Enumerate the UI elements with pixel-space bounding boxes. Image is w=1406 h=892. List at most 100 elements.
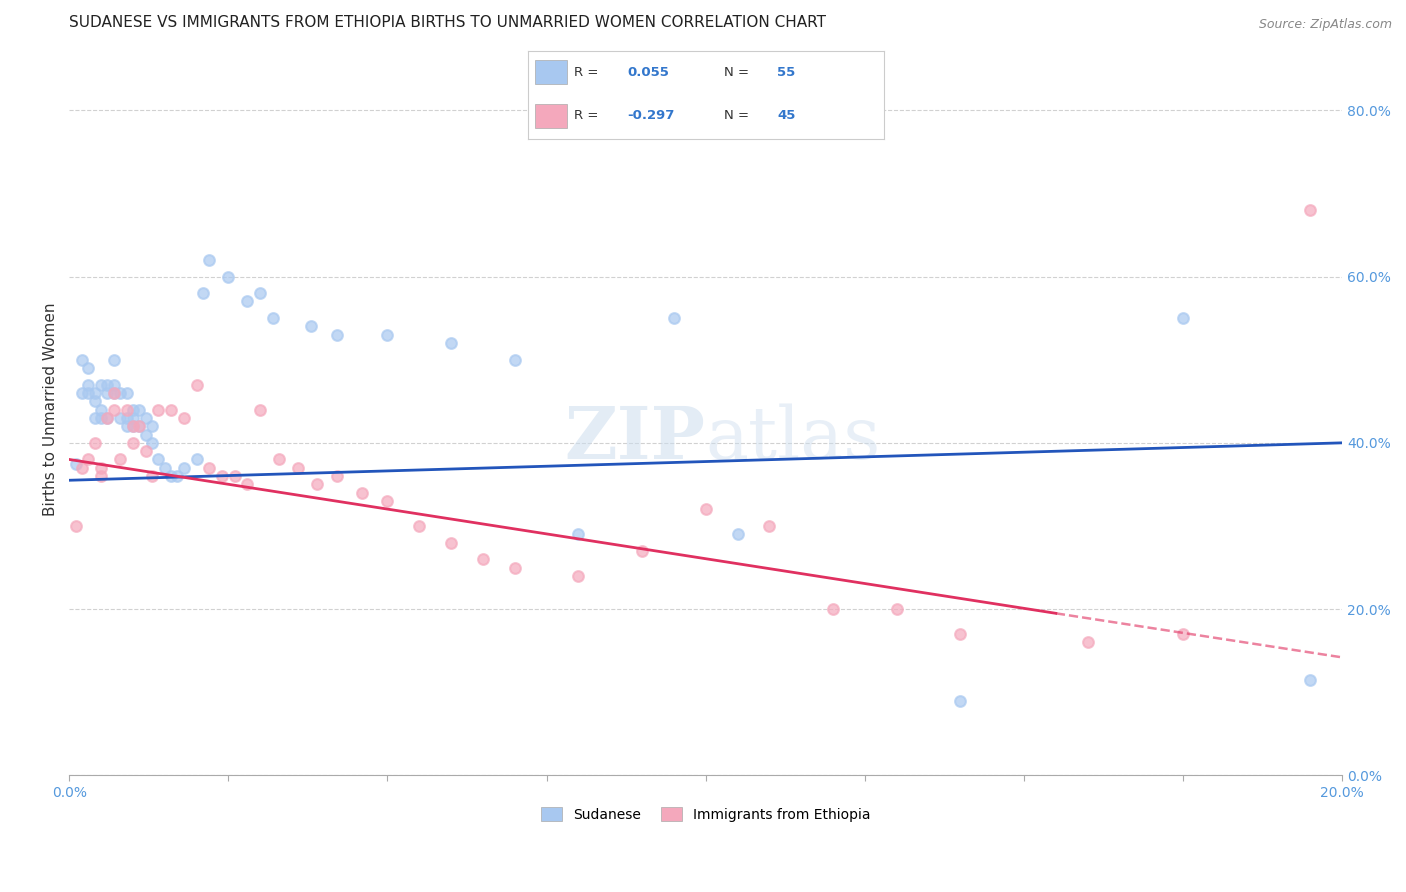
Point	[262, 311, 284, 326]
Point	[83, 435, 105, 450]
Point	[249, 286, 271, 301]
Point	[141, 419, 163, 434]
Point	[1299, 673, 1322, 687]
Point	[307, 477, 329, 491]
Point	[90, 377, 112, 392]
Legend: Sudanese, Immigrants from Ethiopia: Sudanese, Immigrants from Ethiopia	[536, 801, 876, 827]
Point	[141, 469, 163, 483]
Point	[325, 327, 347, 342]
Point	[96, 410, 118, 425]
Point	[103, 402, 125, 417]
Point	[695, 502, 717, 516]
Point	[191, 286, 214, 301]
Text: ZIP: ZIP	[565, 403, 706, 475]
Point	[631, 544, 654, 558]
Point	[96, 377, 118, 392]
Point	[90, 402, 112, 417]
Point	[77, 377, 100, 392]
Point	[217, 269, 239, 284]
Point	[408, 519, 430, 533]
Text: SUDANESE VS IMMIGRANTS FROM ETHIOPIA BIRTHS TO UNMARRIED WOMEN CORRELATION CHART: SUDANESE VS IMMIGRANTS FROM ETHIOPIA BIR…	[69, 15, 827, 30]
Point	[83, 410, 105, 425]
Point	[567, 569, 589, 583]
Point	[249, 402, 271, 417]
Point	[141, 435, 163, 450]
Point	[198, 460, 221, 475]
Point	[128, 419, 150, 434]
Point	[122, 402, 145, 417]
Point	[83, 394, 105, 409]
Point	[160, 402, 183, 417]
Point	[377, 494, 399, 508]
Point	[122, 419, 145, 434]
Point	[90, 460, 112, 475]
Point	[103, 377, 125, 392]
Point	[153, 460, 176, 475]
Point	[96, 386, 118, 401]
Point	[440, 336, 463, 351]
Point	[135, 444, 157, 458]
Point	[77, 361, 100, 376]
Y-axis label: Births to Unmarried Women: Births to Unmarried Women	[44, 302, 58, 516]
Point	[236, 294, 259, 309]
Point	[70, 460, 93, 475]
Point	[122, 435, 145, 450]
Point	[173, 410, 195, 425]
Point	[186, 377, 208, 392]
Point	[122, 419, 145, 434]
Point	[115, 386, 138, 401]
Point	[503, 352, 526, 367]
Point	[90, 469, 112, 483]
Point	[173, 460, 195, 475]
Point	[65, 457, 87, 471]
Point	[886, 602, 908, 616]
Point	[662, 311, 685, 326]
Point	[77, 452, 100, 467]
Point	[148, 452, 170, 467]
Point	[83, 386, 105, 401]
Point	[727, 527, 749, 541]
Point	[108, 410, 131, 425]
Point	[115, 410, 138, 425]
Point	[103, 386, 125, 401]
Text: Source: ZipAtlas.com: Source: ZipAtlas.com	[1258, 18, 1392, 31]
Point	[103, 352, 125, 367]
Point	[103, 386, 125, 401]
Point	[325, 469, 347, 483]
Point	[186, 452, 208, 467]
Point	[567, 527, 589, 541]
Point	[115, 419, 138, 434]
Point	[299, 319, 322, 334]
Point	[166, 469, 188, 483]
Point	[122, 410, 145, 425]
Point	[1077, 635, 1099, 649]
Point	[224, 469, 246, 483]
Point	[65, 519, 87, 533]
Point	[96, 410, 118, 425]
Point	[758, 519, 780, 533]
Point	[90, 410, 112, 425]
Point	[503, 560, 526, 574]
Point	[198, 252, 221, 267]
Point	[135, 427, 157, 442]
Point	[1299, 202, 1322, 217]
Point	[128, 402, 150, 417]
Point	[269, 452, 291, 467]
Point	[949, 693, 972, 707]
Point	[377, 327, 399, 342]
Point	[160, 469, 183, 483]
Text: atlas: atlas	[706, 403, 882, 475]
Point	[115, 402, 138, 417]
Point	[108, 452, 131, 467]
Point	[287, 460, 309, 475]
Point	[77, 386, 100, 401]
Point	[1171, 627, 1194, 641]
Point	[128, 419, 150, 434]
Point	[236, 477, 259, 491]
Point	[135, 410, 157, 425]
Point	[211, 469, 233, 483]
Point	[70, 386, 93, 401]
Point	[148, 402, 170, 417]
Point	[70, 352, 93, 367]
Point	[1171, 311, 1194, 326]
